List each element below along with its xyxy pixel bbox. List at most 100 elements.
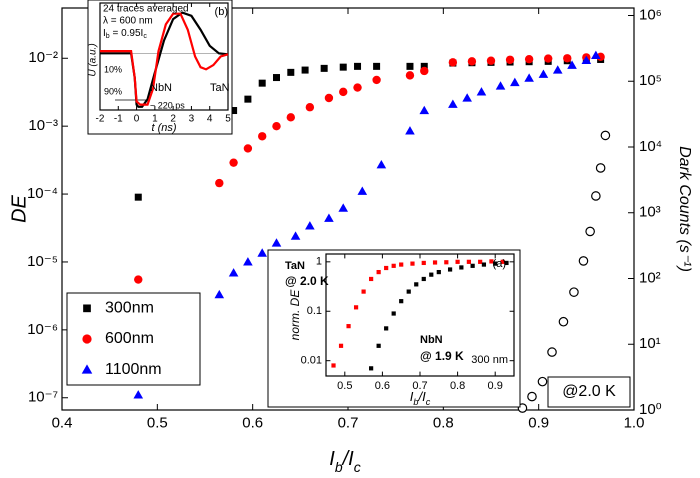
trace	[100, 12, 229, 106]
point	[369, 366, 374, 371]
x-axis-label: t (ns)	[151, 122, 176, 134]
x-tick-label: 4	[207, 114, 213, 125]
y2-tick-label: 10³	[639, 204, 661, 221]
point	[467, 57, 477, 66]
annotation: 24 traces averaged	[103, 4, 189, 15]
point	[372, 75, 381, 85]
annotation: @ 2.0 K	[285, 274, 329, 288]
point	[305, 221, 315, 230]
point	[455, 259, 460, 264]
label-part: I	[329, 448, 335, 470]
point	[493, 261, 498, 266]
y-tick-label: 10⁻⁴	[27, 185, 58, 202]
inset-frame	[267, 249, 521, 408]
y-axis-label: DE	[8, 194, 30, 222]
point	[353, 83, 362, 92]
label-part: I	[103, 28, 106, 39]
y2-tick-label: 10⁴	[639, 138, 662, 155]
legend-label: 1100nm	[105, 361, 162, 378]
point	[257, 248, 267, 257]
point	[585, 226, 595, 237]
point	[258, 132, 267, 141]
point	[414, 282, 419, 287]
y2-axis-label: Dark Counts (s⁻¹)	[676, 146, 693, 272]
point	[420, 66, 429, 76]
y-tick-label: 10⁻⁶	[27, 321, 58, 338]
point	[421, 260, 426, 266]
legend-marker	[83, 304, 91, 313]
annotation: Ib = 0.95Ic	[103, 28, 147, 41]
point	[214, 289, 225, 299]
point	[581, 55, 592, 65]
point	[384, 326, 389, 331]
annotation: 10%	[104, 64, 122, 74]
x-tick-label: 0.6	[242, 414, 263, 431]
point	[510, 77, 520, 87]
point	[399, 262, 404, 267]
label-part: b	[106, 33, 110, 40]
point	[339, 87, 348, 97]
point	[429, 272, 434, 277]
point	[489, 259, 494, 264]
point	[436, 269, 441, 275]
point	[567, 60, 577, 69]
label-part: c	[143, 33, 147, 40]
x-tick-label: 0.9	[488, 380, 503, 392]
x-axis-label: Ib/Ic	[329, 448, 360, 474]
point	[272, 121, 281, 131]
point	[357, 186, 368, 195]
series-label: TaN	[210, 82, 230, 94]
point	[524, 54, 534, 64]
y-tick-label: 0.1	[307, 305, 322, 317]
point	[420, 62, 428, 70]
y2-tick-label: 10¹	[639, 335, 661, 352]
point	[486, 56, 496, 65]
x-tick-label: 0.8	[450, 380, 465, 392]
point	[373, 62, 381, 70]
point	[470, 263, 475, 268]
point	[228, 268, 239, 277]
y-tick-label: 10⁻³	[28, 117, 58, 134]
point	[466, 259, 471, 264]
annotation: (b)	[215, 6, 228, 18]
point	[354, 62, 362, 70]
point	[505, 55, 515, 64]
point	[305, 103, 315, 112]
y2-tick-label: 10⁵	[639, 72, 662, 89]
point	[376, 269, 381, 275]
x-tick-label: 0	[134, 114, 140, 125]
label-part: /I	[341, 448, 355, 470]
annotation: ~ 220 ps	[150, 100, 185, 110]
y-tick-label: 1	[316, 256, 322, 268]
point	[405, 126, 415, 135]
point	[391, 263, 396, 268]
legend-label: 300nm	[105, 300, 154, 317]
point	[448, 58, 458, 67]
point	[591, 191, 601, 201]
point	[271, 238, 282, 247]
x-tick-label: 0.4	[52, 414, 73, 431]
point	[591, 50, 601, 60]
point	[320, 64, 328, 72]
point	[384, 265, 389, 271]
label-part: = 0.95I	[110, 28, 144, 39]
annotation-frame	[547, 376, 631, 408]
point	[134, 275, 143, 284]
point	[547, 347, 557, 357]
point	[346, 324, 351, 329]
point	[406, 289, 411, 294]
x-tick-label: 0.9	[528, 414, 549, 431]
x-tick-label: 0.5	[337, 380, 352, 392]
x-tick-label: -2	[96, 114, 105, 125]
point	[215, 178, 224, 188]
point	[595, 163, 606, 173]
legend-marker	[81, 364, 93, 374]
legend-label: 600nm	[105, 330, 154, 347]
point	[133, 390, 144, 399]
y-tick-label: 10⁻²	[28, 49, 58, 66]
point	[301, 66, 309, 74]
point	[552, 65, 563, 74]
point	[600, 130, 611, 141]
point	[243, 144, 253, 153]
